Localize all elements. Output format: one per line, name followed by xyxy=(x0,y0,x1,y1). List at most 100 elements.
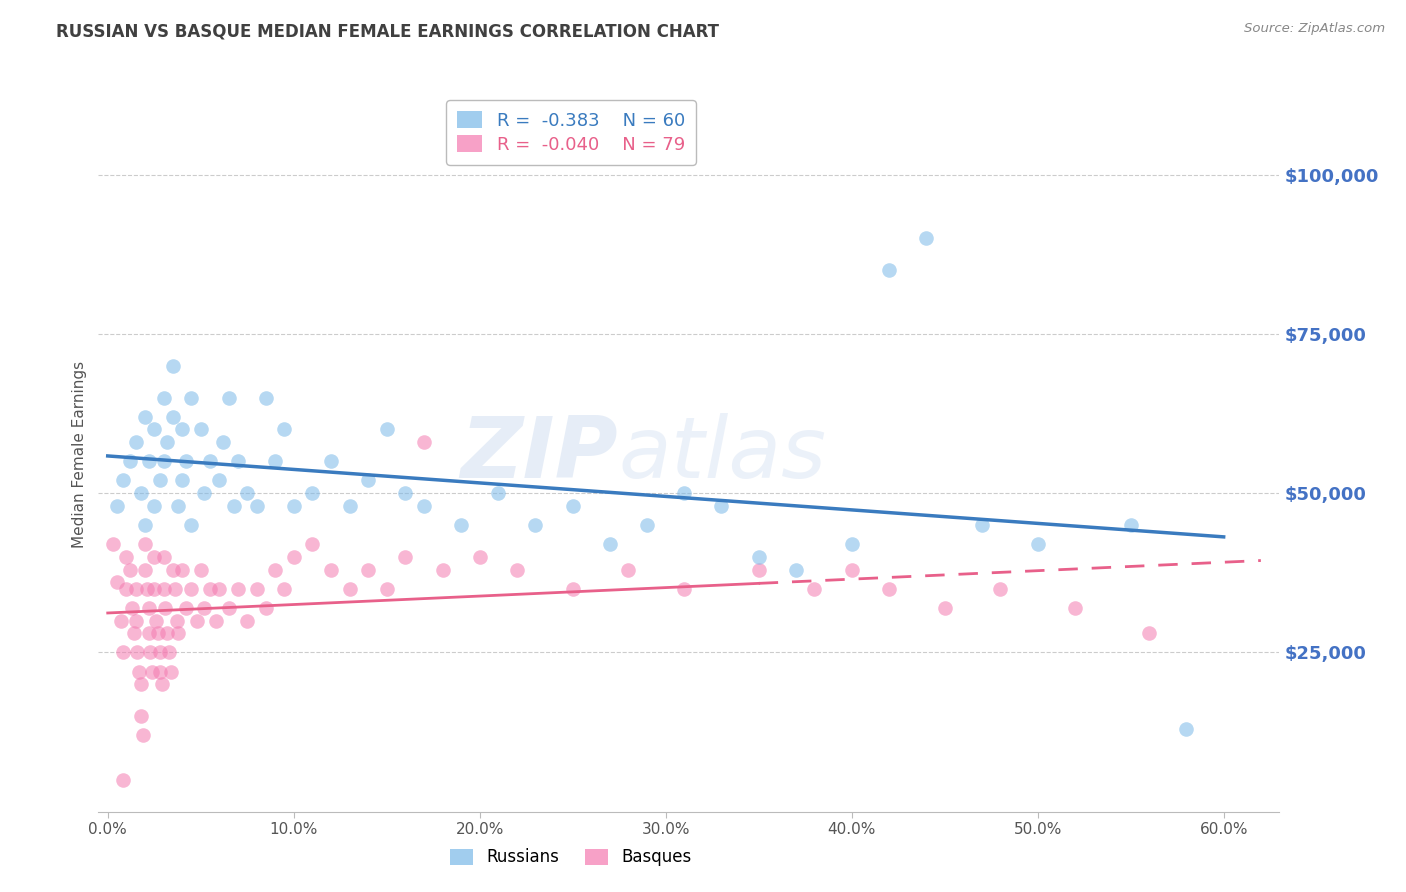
Point xyxy=(561,499,583,513)
Point xyxy=(990,582,1012,596)
Point xyxy=(105,499,128,513)
Point xyxy=(129,709,152,723)
Point xyxy=(357,474,380,488)
Point xyxy=(1175,722,1198,736)
Point xyxy=(748,563,770,577)
Point xyxy=(273,422,295,436)
Point xyxy=(1119,518,1142,533)
Point xyxy=(152,391,174,405)
Point xyxy=(134,518,156,533)
Point xyxy=(450,518,472,533)
Point xyxy=(617,563,640,577)
Point xyxy=(193,600,215,615)
Legend: Russians, Basques: Russians, Basques xyxy=(441,840,700,875)
Point xyxy=(710,499,733,513)
Point xyxy=(180,391,202,405)
Point xyxy=(134,537,156,551)
Point xyxy=(132,728,155,742)
Text: ZIP: ZIP xyxy=(460,413,619,497)
Point xyxy=(841,563,863,577)
Point xyxy=(163,582,186,596)
Point xyxy=(561,582,583,596)
Point xyxy=(301,537,323,551)
Point xyxy=(134,409,156,424)
Point xyxy=(118,563,141,577)
Point xyxy=(127,645,149,659)
Point xyxy=(226,454,249,468)
Point xyxy=(143,582,166,596)
Point xyxy=(150,677,173,691)
Text: Source: ZipAtlas.com: Source: ZipAtlas.com xyxy=(1244,22,1385,36)
Point xyxy=(236,614,259,628)
Point xyxy=(245,582,267,596)
Point xyxy=(172,422,194,436)
Point xyxy=(124,435,146,450)
Point xyxy=(264,563,287,577)
Point xyxy=(198,454,221,468)
Point xyxy=(218,600,240,615)
Point xyxy=(841,537,863,551)
Point xyxy=(412,435,434,450)
Point xyxy=(785,563,807,577)
Point xyxy=(877,263,900,277)
Point xyxy=(155,600,177,615)
Point xyxy=(198,582,221,596)
Point xyxy=(162,359,184,373)
Point xyxy=(174,600,197,615)
Point xyxy=(339,499,361,513)
Point xyxy=(149,645,172,659)
Point xyxy=(167,499,190,513)
Point xyxy=(111,645,134,659)
Point xyxy=(432,563,454,577)
Point xyxy=(129,677,152,691)
Point xyxy=(506,563,529,577)
Point xyxy=(236,486,259,500)
Point xyxy=(129,486,152,500)
Point xyxy=(748,549,770,564)
Point xyxy=(264,454,287,468)
Point xyxy=(208,474,231,488)
Y-axis label: Median Female Earnings: Median Female Earnings xyxy=(72,361,87,549)
Point xyxy=(115,549,138,564)
Point xyxy=(105,575,128,590)
Point xyxy=(110,614,132,628)
Point xyxy=(283,549,305,564)
Point xyxy=(135,582,157,596)
Point xyxy=(143,499,166,513)
Point xyxy=(138,626,160,640)
Point xyxy=(162,409,184,424)
Point xyxy=(124,614,146,628)
Point xyxy=(375,582,398,596)
Point xyxy=(486,486,509,500)
Point xyxy=(190,422,212,436)
Point xyxy=(1063,600,1085,615)
Point xyxy=(254,391,277,405)
Point xyxy=(138,600,160,615)
Point xyxy=(160,665,183,679)
Point xyxy=(357,563,380,577)
Point xyxy=(152,549,174,564)
Point xyxy=(915,231,938,245)
Point xyxy=(143,549,166,564)
Point xyxy=(934,600,956,615)
Point xyxy=(673,486,696,500)
Point xyxy=(636,518,658,533)
Point xyxy=(138,454,160,468)
Point xyxy=(970,518,993,533)
Point xyxy=(208,582,231,596)
Point xyxy=(111,474,134,488)
Point xyxy=(172,563,194,577)
Point xyxy=(226,582,249,596)
Point xyxy=(394,486,416,500)
Point xyxy=(152,582,174,596)
Point xyxy=(115,582,138,596)
Point xyxy=(273,582,295,596)
Point xyxy=(180,518,202,533)
Point xyxy=(134,563,156,577)
Point xyxy=(339,582,361,596)
Point xyxy=(149,474,172,488)
Point xyxy=(319,454,342,468)
Point xyxy=(375,422,398,436)
Point xyxy=(1137,626,1160,640)
Point xyxy=(599,537,621,551)
